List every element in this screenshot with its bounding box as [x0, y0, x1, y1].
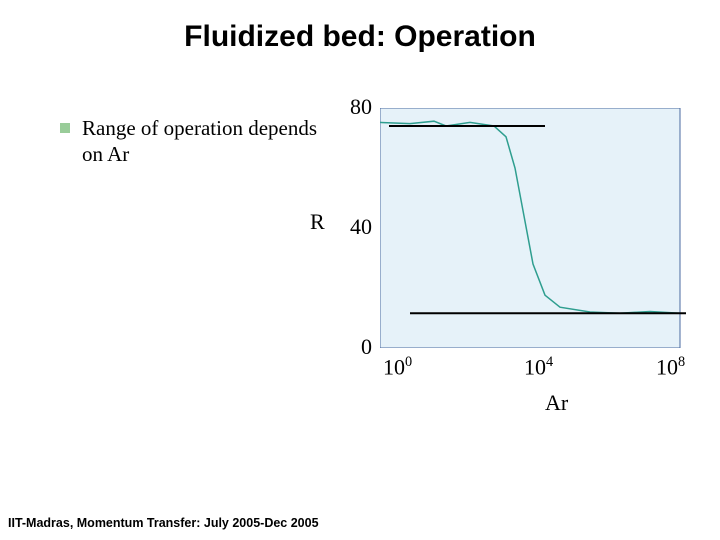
square-bullet-icon: [60, 123, 70, 133]
xtick-10e8: 108: [656, 354, 685, 380]
slide-title: Fluidized bed: Operation: [0, 20, 720, 54]
xtick-10e4: 104: [524, 354, 553, 380]
chart-plot: [380, 108, 690, 348]
xtick-10e0: 100: [383, 354, 412, 380]
y-axis-label: R: [310, 209, 325, 235]
footer-text: IIT-Madras, Momentum Transfer: July 2005…: [8, 516, 319, 530]
chart-area: 80 40 0 R 100 104 108 Ar: [320, 94, 700, 424]
ytick-40: 40: [342, 214, 372, 240]
ytick-80: 80: [342, 94, 372, 120]
bullet-text: Range of operation depends on Ar: [82, 115, 330, 168]
x-axis-label: Ar: [545, 390, 568, 416]
bullet-item: Range of operation depends on Ar: [60, 115, 330, 168]
ytick-0: 0: [342, 334, 372, 360]
